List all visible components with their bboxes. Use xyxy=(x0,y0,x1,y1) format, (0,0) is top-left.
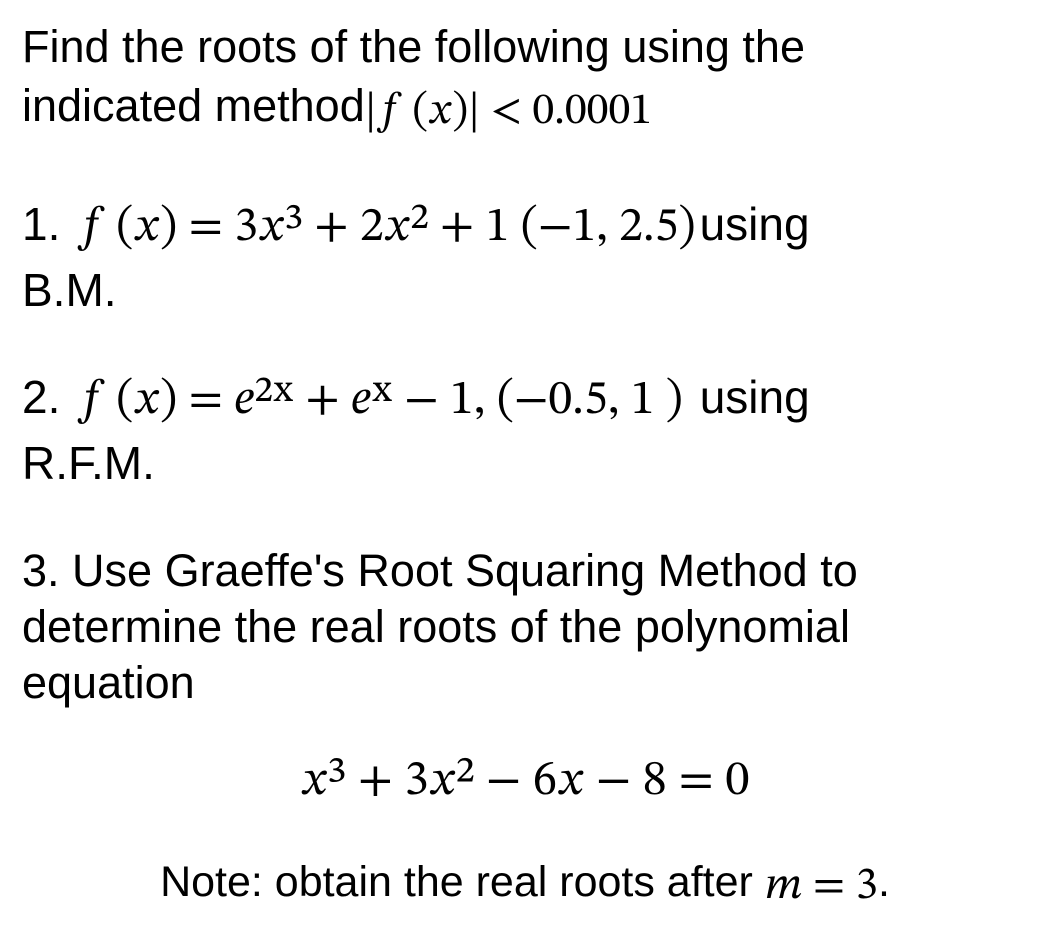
intro-text-b: indicated method xyxy=(22,80,365,131)
problem-3-text: Use Graeffe's Root Squaring Method to de… xyxy=(22,545,858,709)
intro-math: |𝑓 (𝑥)| < 0.0001 xyxy=(365,90,652,134)
note-math: 𝑚 = 3 xyxy=(765,864,878,909)
intro-text-a: Find the roots of the following using th… xyxy=(22,21,805,72)
problem-1: 1. 𝑓 (𝑥) = 3𝑥³ + 2𝑥² + 1 (−1, 2.5)using … xyxy=(22,196,1028,320)
problem-1-using: using xyxy=(700,198,810,250)
intro-paragraph: Find the roots of the following using th… xyxy=(22,18,1028,141)
problem-3: 3. Use Graeffe's Root Squaring Method to… xyxy=(22,543,1028,712)
problem-3-equation: 𝑥³ + 3𝑥² − 6𝑥 − 8 = 0 xyxy=(22,751,1028,812)
page-content: Find the roots of the following using th… xyxy=(0,0,1050,915)
problem-1-method: B.M. xyxy=(22,262,1028,320)
problem-2-math: 𝑓 (𝑥) = 𝑒²ˣ + 𝑒ˣ − 1, (−0.5, 1 ) xyxy=(73,377,687,425)
problem-2-using: using xyxy=(700,371,810,423)
problem-2: 2. 𝑓 (𝑥) = 𝑒²ˣ + 𝑒ˣ − 1, (−0.5, 1 ) usin… xyxy=(22,369,1028,493)
problem-3-number: 3. xyxy=(22,545,60,596)
note-text-a: Note: obtain the real roots after xyxy=(160,858,765,906)
problem-2-method: R.F.M. xyxy=(22,435,1028,493)
problem-3-note: Note: obtain the real roots after 𝑚 = 3. xyxy=(22,858,1028,915)
problem-2-number: 2. xyxy=(22,369,60,427)
note-text-b: . xyxy=(878,858,890,906)
problem-1-math: 𝑓 (𝑥) = 3𝑥³ + 2𝑥² + 1 (−1, 2.5) xyxy=(73,204,699,252)
problem-1-number: 1. xyxy=(22,196,60,254)
